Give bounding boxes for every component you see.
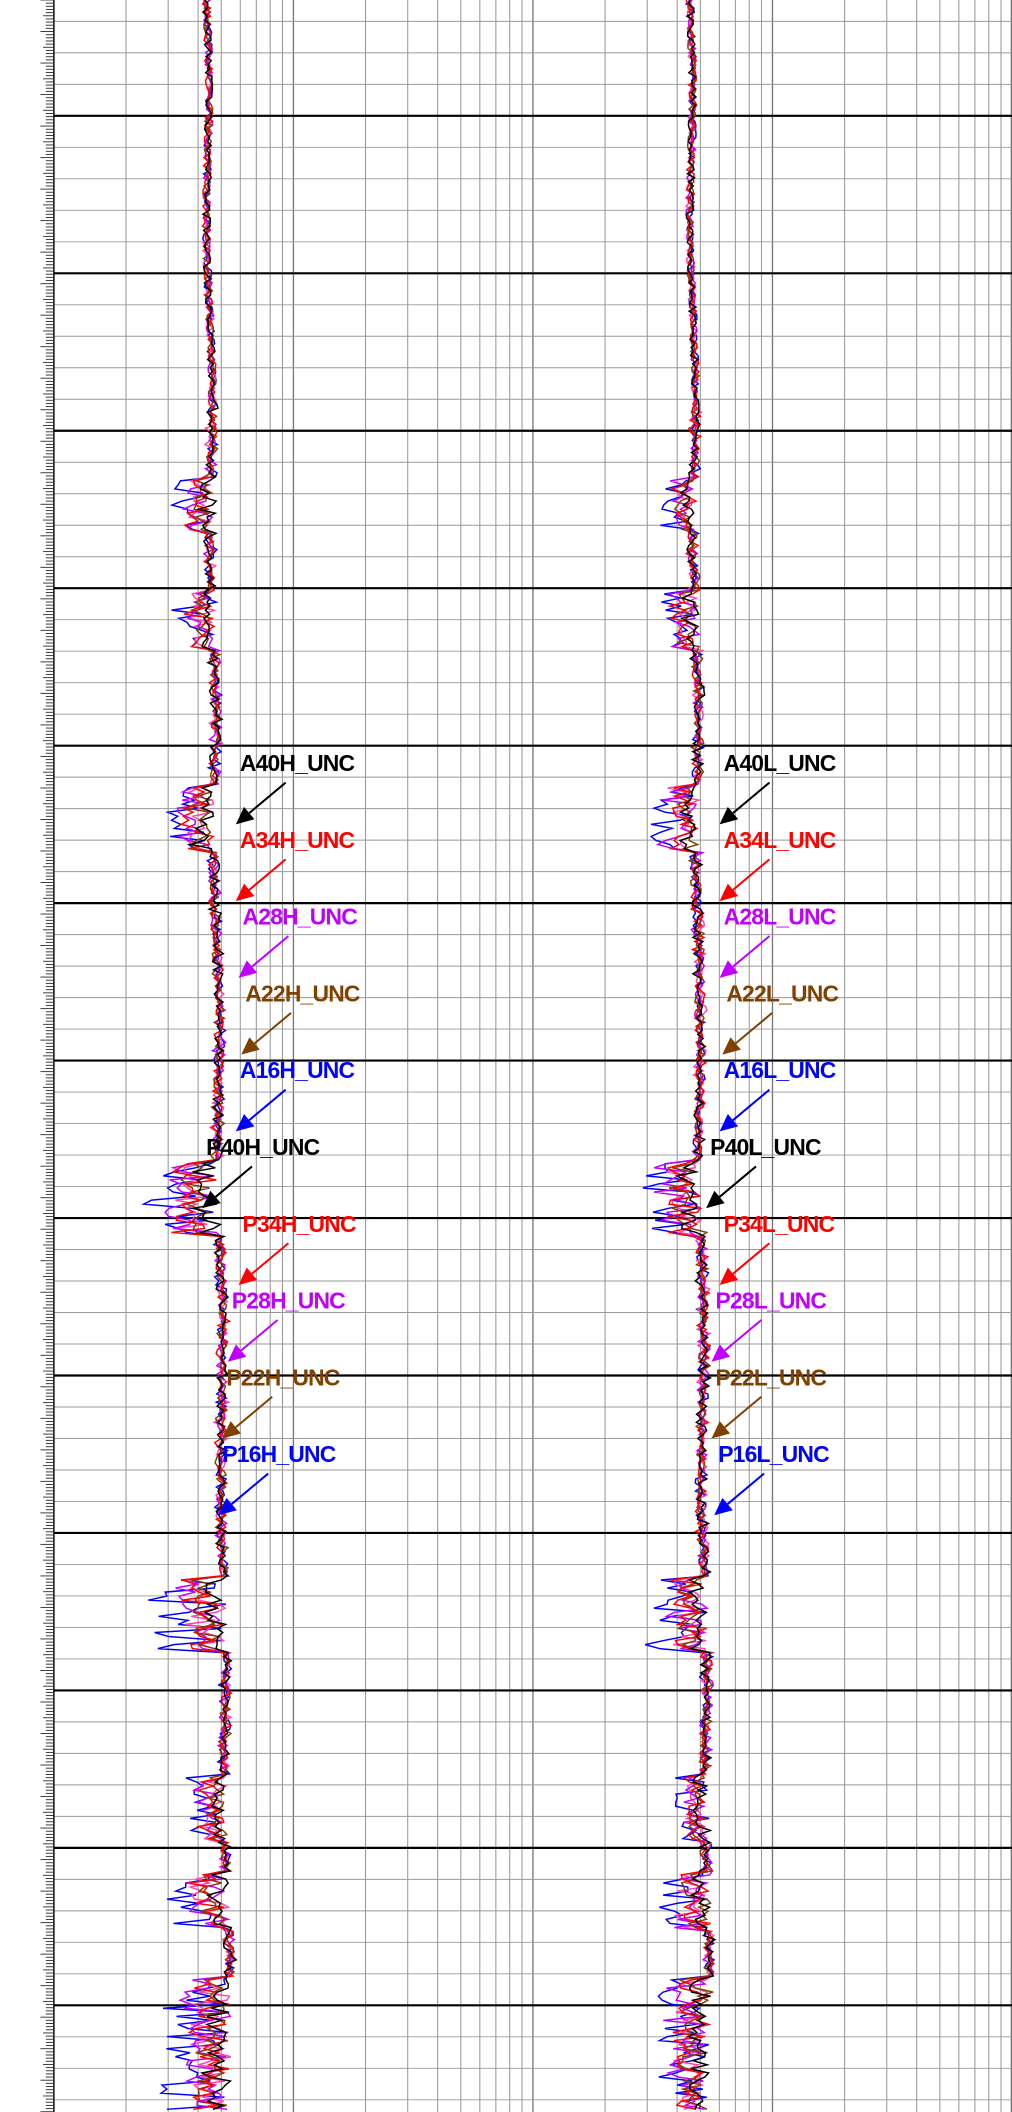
curve-label: P22H_UNC: [226, 1364, 339, 1390]
curve-label: P28L_UNC: [716, 1288, 827, 1314]
label-arrow: [231, 1472, 269, 1505]
log-curve: [188, 0, 238, 2110]
label-arrowhead: [711, 1421, 731, 1439]
label-arrowhead: [711, 1344, 731, 1362]
curve-label: P16L_UNC: [718, 1441, 829, 1467]
curves: [141, 0, 717, 2111]
label-arrowhead: [238, 1267, 258, 1285]
label-arrowhead: [714, 1497, 733, 1516]
label-arrow: [732, 781, 771, 814]
label-arrow: [248, 1088, 287, 1121]
label-arrow: [735, 1012, 773, 1045]
label-arrowhead: [241, 1037, 260, 1055]
log-curve: [666, 0, 715, 2111]
curve-label: P40H_UNC: [206, 1134, 319, 1160]
label-arrow: [732, 1242, 771, 1275]
label-arrowhead: [227, 1344, 247, 1362]
curve-label: A40L_UNC: [724, 750, 836, 776]
label-arrow: [724, 1319, 763, 1352]
label-arrow: [251, 935, 290, 968]
curve-label: P22L_UNC: [716, 1364, 827, 1390]
log-curve: [171, 0, 236, 2111]
label-arrowhead: [202, 1190, 221, 1209]
label-arrow: [724, 1396, 763, 1429]
curve-label: A16H_UNC: [240, 1057, 355, 1083]
label-arrowhead: [719, 1267, 739, 1285]
log-curve: [164, 0, 237, 2111]
label-arrowhead: [706, 1190, 725, 1209]
curve-label: A34L_UNC: [724, 827, 836, 853]
curve-label: A34H_UNC: [240, 827, 355, 853]
label-arrowhead: [235, 883, 255, 902]
label-arrowhead: [719, 1113, 739, 1132]
label-arrowhead: [218, 1497, 237, 1516]
curve-labels: A40H_UNC A34H_UNC A28H_UNC A22H_UNC A16H_UNC…: [202, 750, 839, 1516]
label-arrow: [235, 1396, 273, 1429]
curve-label: A16L_UNC: [724, 1057, 836, 1083]
label-arrowhead: [719, 806, 739, 825]
label-arrow: [718, 1165, 757, 1198]
log-curve: [668, 0, 716, 2110]
log-curve: [141, 0, 236, 2111]
label-arrowhead: [238, 960, 258, 978]
label-arrow: [214, 1165, 253, 1198]
curve-label: A40H_UNC: [240, 750, 355, 776]
curve-label: A28L_UNC: [724, 904, 836, 930]
log-curve: [674, 0, 717, 2110]
label-arrow: [251, 1242, 290, 1275]
label-arrow: [732, 1088, 771, 1121]
curve-label: P28H_UNC: [232, 1288, 345, 1314]
label-arrow: [240, 1319, 279, 1352]
label-arrowhead: [235, 806, 255, 825]
label-arrowhead: [235, 1113, 255, 1132]
depth-ruler: [40, 0, 55, 2112]
label-arrowhead: [722, 1037, 741, 1055]
curve-label: P16H_UNC: [222, 1441, 335, 1467]
curve-label: P34L_UNC: [724, 1211, 835, 1237]
label-arrowhead: [222, 1421, 241, 1439]
label-arrow: [732, 935, 771, 968]
label-arrowhead: [719, 883, 739, 902]
label-arrow: [726, 1472, 765, 1505]
curve-label: A28H_UNC: [243, 904, 358, 930]
label-arrow: [732, 858, 771, 891]
curve-label: A22H_UNC: [245, 980, 360, 1006]
label-arrow: [253, 1012, 292, 1045]
label-arrow: [248, 858, 287, 891]
label-arrow: [248, 781, 287, 814]
label-arrowhead: [719, 960, 739, 978]
curve-label: A22L_UNC: [726, 980, 838, 1006]
curve-label: P40L_UNC: [710, 1134, 821, 1160]
curve-label: P34H_UNC: [243, 1211, 356, 1237]
